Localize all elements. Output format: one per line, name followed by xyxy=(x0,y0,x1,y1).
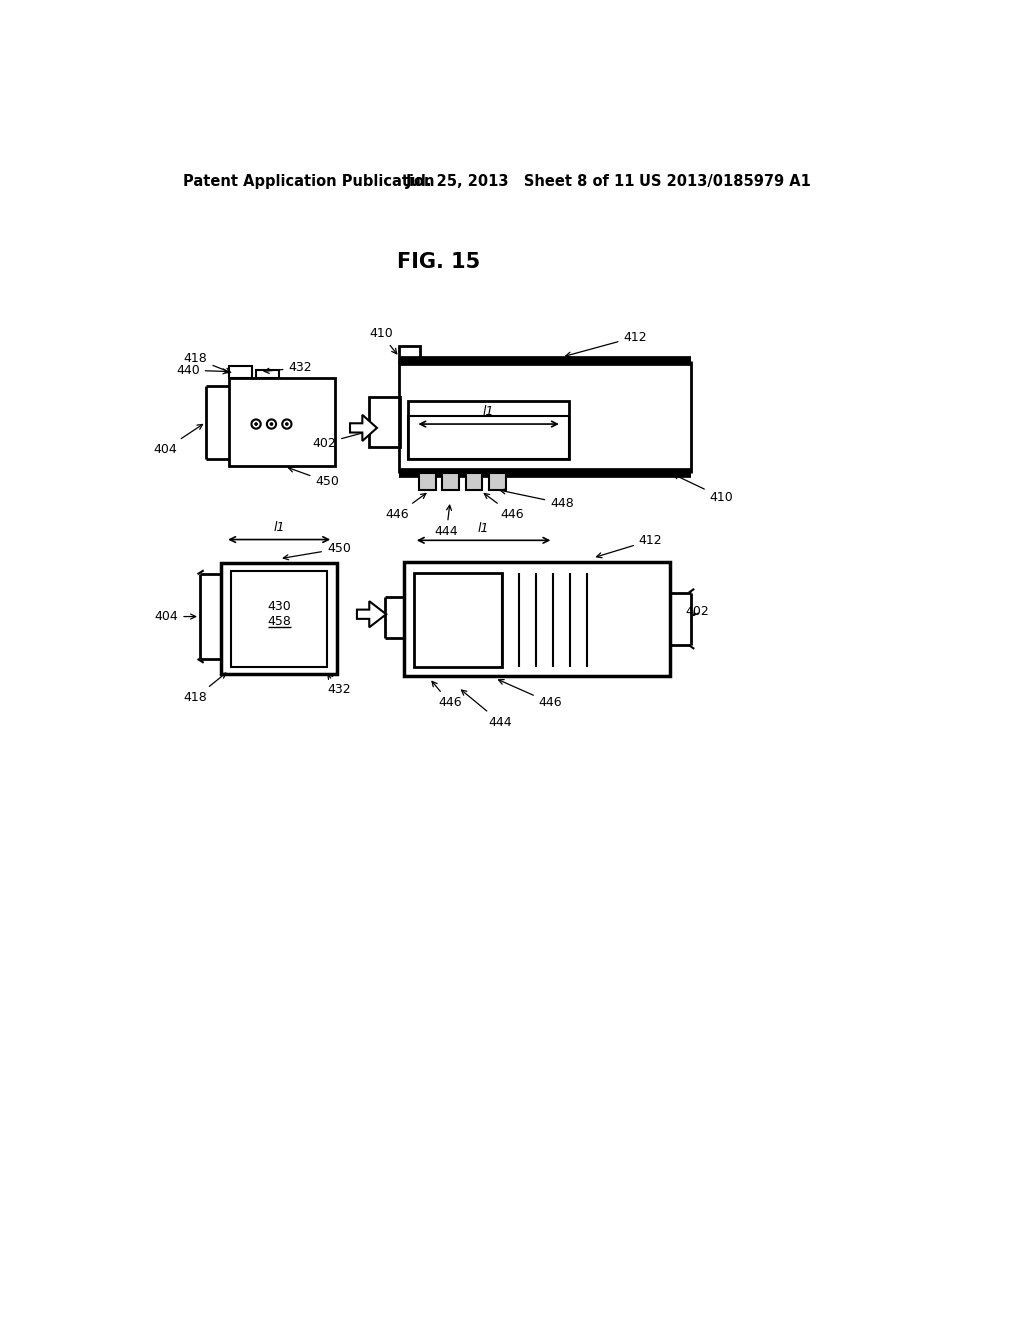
Bar xyxy=(408,416,569,459)
Bar xyxy=(442,473,460,490)
Bar xyxy=(419,473,436,490)
Text: 450: 450 xyxy=(284,543,351,560)
Text: 402: 402 xyxy=(312,429,372,450)
Text: 450: 450 xyxy=(289,467,339,488)
Text: 402: 402 xyxy=(685,605,709,618)
Text: 446: 446 xyxy=(484,494,524,520)
Text: Jul. 25, 2013   Sheet 8 of 11: Jul. 25, 2013 Sheet 8 of 11 xyxy=(407,174,636,189)
Text: Patent Application Publication: Patent Application Publication xyxy=(183,174,434,189)
Text: 444: 444 xyxy=(435,506,459,539)
Bar xyxy=(466,473,482,490)
Bar xyxy=(370,397,400,447)
Bar xyxy=(414,573,503,667)
Text: 418: 418 xyxy=(184,352,230,374)
Bar xyxy=(403,562,670,676)
Text: 448: 448 xyxy=(501,488,574,510)
Text: l1: l1 xyxy=(478,521,489,535)
Circle shape xyxy=(286,422,288,425)
Text: 418: 418 xyxy=(184,673,226,704)
Polygon shape xyxy=(350,414,377,441)
Text: 446: 446 xyxy=(386,494,426,520)
Bar xyxy=(398,346,420,363)
Text: 440: 440 xyxy=(176,363,228,376)
Text: 444: 444 xyxy=(462,690,512,729)
Bar xyxy=(256,370,280,378)
Text: 446: 446 xyxy=(432,681,462,709)
Text: 412: 412 xyxy=(566,330,647,356)
Text: 410: 410 xyxy=(370,327,396,354)
Text: 446: 446 xyxy=(499,680,562,709)
Circle shape xyxy=(255,422,257,425)
Text: l1: l1 xyxy=(273,521,285,535)
Text: 458: 458 xyxy=(267,615,291,628)
Bar xyxy=(229,378,336,466)
Text: 410: 410 xyxy=(674,474,733,504)
Circle shape xyxy=(270,422,272,425)
Text: FIG. 15: FIG. 15 xyxy=(397,252,480,272)
Bar xyxy=(230,572,327,667)
Text: 404: 404 xyxy=(153,425,203,455)
Text: 412: 412 xyxy=(597,533,663,558)
Bar xyxy=(408,401,569,459)
Text: US 2013/0185979 A1: US 2013/0185979 A1 xyxy=(639,174,811,189)
Polygon shape xyxy=(357,601,386,627)
Text: 432: 432 xyxy=(264,362,312,375)
Bar xyxy=(221,562,337,675)
Text: 404: 404 xyxy=(155,610,196,623)
Text: 430: 430 xyxy=(267,601,291,612)
Text: 432: 432 xyxy=(327,675,350,696)
Bar xyxy=(229,367,252,378)
Bar xyxy=(488,473,506,490)
Text: l1: l1 xyxy=(483,405,495,418)
